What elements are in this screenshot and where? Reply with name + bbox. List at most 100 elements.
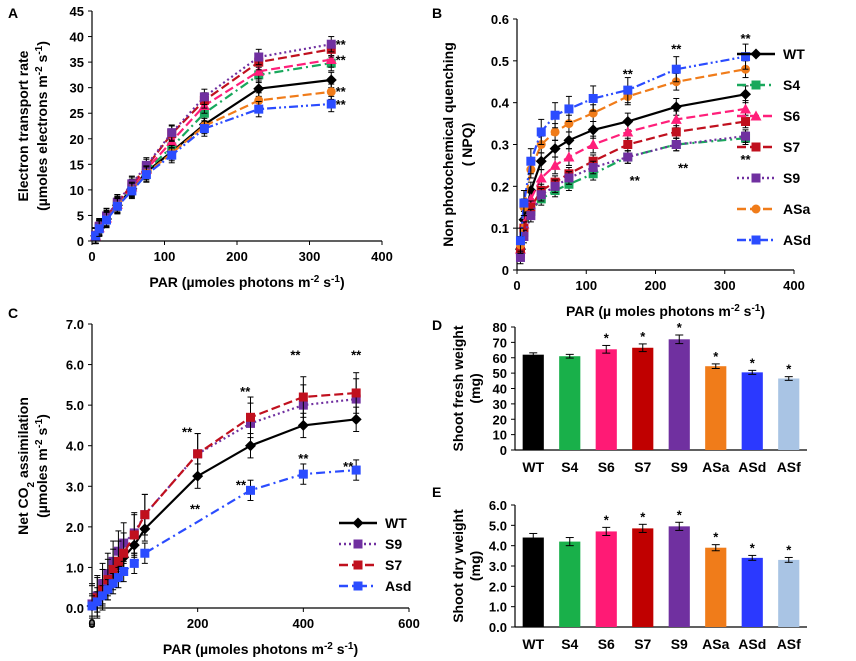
y-tick-label: 5 [77, 208, 84, 223]
data-point [112, 201, 122, 211]
significance-label: ** [740, 152, 751, 167]
legend-marker [751, 142, 761, 152]
legend-marker [353, 539, 363, 549]
y-tick-label: 10 [493, 428, 507, 443]
y-tick-label: 25 [70, 106, 84, 121]
significance-label: * [750, 540, 756, 555]
series-line-s7 [94, 48, 332, 236]
data-point [246, 412, 255, 422]
bar-asa [705, 547, 727, 627]
significance-label: ** [240, 384, 251, 399]
significance-label: * [604, 330, 610, 345]
y-tick-label: 50 [493, 366, 507, 381]
bar-wt [522, 537, 544, 627]
significance-label: ** [290, 347, 301, 362]
y-tick-label: 35 [70, 55, 84, 70]
y-tick-label: 15 [70, 157, 84, 172]
y-tick-label: 4.0 [66, 439, 84, 454]
category-label: S6 [598, 459, 615, 475]
data-point [298, 392, 308, 402]
y-tick-label: 10 [70, 183, 84, 198]
y-tick-label: 0 [500, 443, 507, 458]
series-s7 [87, 372, 361, 627]
x-tick-label: 100 [154, 249, 176, 264]
data-point [623, 152, 633, 162]
panel-label: C [8, 305, 18, 321]
y-tick-label: 30 [70, 81, 84, 96]
data-point [550, 181, 560, 191]
significance-label: * [677, 507, 683, 522]
data-point [199, 92, 209, 102]
data-point [326, 87, 336, 97]
data-point [587, 139, 599, 149]
significance-label: ** [740, 31, 751, 46]
y-tick-label: 5.0 [489, 518, 507, 533]
series-line-asd [94, 102, 332, 237]
data-point [671, 140, 681, 149]
significance-label: ** [298, 451, 309, 466]
series-line-s6 [94, 58, 332, 237]
data-point [167, 150, 177, 160]
data-point [515, 252, 525, 262]
y-tick-label: 70 [493, 335, 507, 350]
legend-marker [750, 110, 762, 121]
series-s7 [91, 41, 336, 244]
significance-label: * [750, 355, 756, 370]
legend-marker [751, 235, 761, 245]
data-point [254, 52, 264, 62]
data-point [87, 601, 97, 611]
category-label: S4 [561, 636, 578, 652]
data-point [536, 190, 546, 200]
legend-marker [352, 517, 364, 529]
panel-label: B [432, 5, 442, 21]
legend-label: WT [783, 46, 805, 62]
data-point [622, 126, 634, 137]
y-axis-title: ( NPQ) [459, 123, 475, 167]
y-tick-label: 20 [493, 412, 507, 427]
y-tick-label: 0.3 [491, 138, 509, 153]
category-label: WT [522, 636, 544, 652]
x-axis-title: PAR (µmoles photons m-2 s-1) [163, 641, 358, 658]
data-point [526, 202, 536, 212]
panel-label: A [8, 5, 18, 21]
significance-label: ** [190, 502, 201, 517]
significance-label: ** [351, 347, 362, 362]
series-wt [514, 85, 752, 258]
category-label: WT [522, 459, 544, 475]
series-asd [515, 43, 751, 254]
significance-label: ** [343, 459, 354, 474]
data-point [550, 127, 560, 137]
y-tick-label: 0 [77, 234, 84, 249]
y-tick-label: 0.0 [66, 601, 84, 616]
series-asa [515, 60, 751, 254]
panel-e: E 0.0 1.0 2.0 3.0 4.0 5.0 6.0 WT S4 * S6 * S7 * S9 * ASa *… [432, 484, 807, 652]
data-point [741, 52, 751, 62]
y-tick-label: 0.4 [491, 96, 510, 111]
significance-label: ** [678, 161, 689, 176]
data-point [671, 64, 681, 74]
series-line-wt [94, 78, 332, 237]
significance-label: ** [623, 66, 634, 81]
series-asd [87, 459, 361, 617]
data-point [526, 156, 536, 166]
data-point [193, 449, 203, 459]
data-point [550, 110, 560, 120]
bar-s4 [559, 541, 581, 627]
data-point [740, 88, 752, 100]
legend-marker [353, 560, 363, 570]
y-tick-label: 3.0 [66, 479, 84, 494]
category-label: S9 [671, 459, 688, 475]
x-tick-label: 100 [575, 278, 597, 293]
data-point [167, 128, 177, 138]
data-point [102, 215, 111, 225]
data-point [254, 95, 264, 105]
y-tick-label: 0.0 [489, 620, 507, 635]
bar-s4 [559, 356, 581, 450]
data-point [119, 548, 129, 558]
data-point [253, 83, 265, 95]
category-label: S7 [634, 636, 651, 652]
legend-label: S6 [783, 108, 800, 124]
legend-label: S9 [783, 170, 800, 186]
significance-label: ** [630, 173, 641, 188]
